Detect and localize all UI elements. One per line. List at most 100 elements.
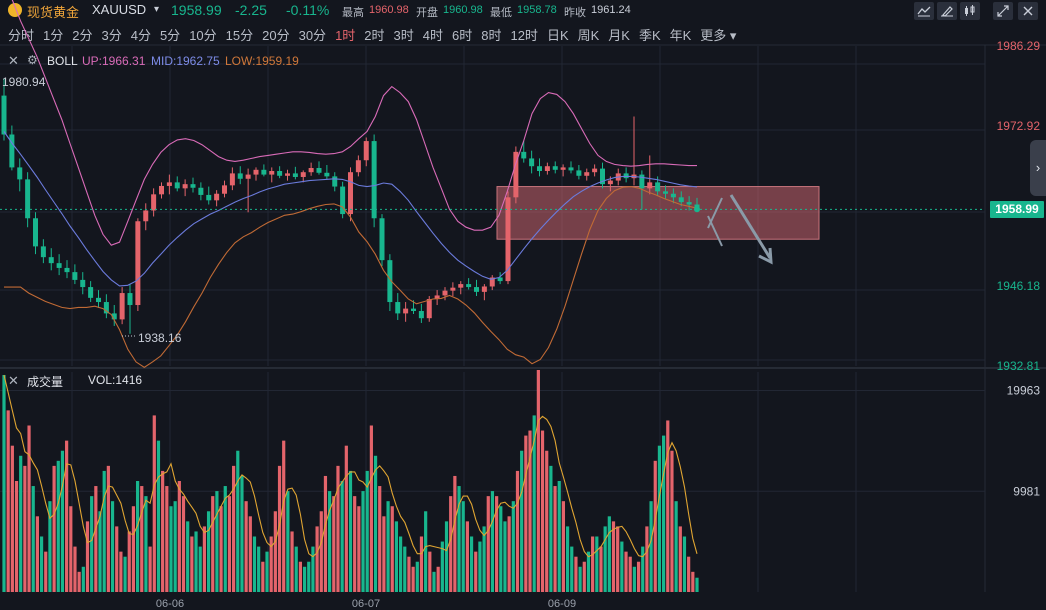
last-price-dot xyxy=(694,206,700,213)
close-boll-icon[interactable]: ✕ xyxy=(8,53,19,68)
chevron-down-icon[interactable]: ▾ xyxy=(154,4,160,15)
period-tab-5[interactable]: 5分 xyxy=(159,28,181,43)
period-tab-8[interactable]: 20分 xyxy=(262,28,290,43)
volume-bar-18 xyxy=(77,571,81,592)
volume-bar-60 xyxy=(252,536,257,592)
price-axis-label-0: 1986.29 xyxy=(997,39,1041,53)
volume-bar-166 xyxy=(695,577,699,592)
candle-body-83 xyxy=(655,182,661,192)
boll-low-value: LOW:1959.19 xyxy=(225,54,299,68)
period-tab-15[interactable]: 8时 xyxy=(481,28,502,43)
candle-body-33 xyxy=(261,169,267,175)
period-tabs: 分时 1分 2分 3分 4分 5分 10分 15分 20分 30分 1时 2时 3时 4时 6时 8时 12时日… xyxy=(0,23,1046,43)
candle-body-79 xyxy=(623,173,629,179)
volume-bar-5 xyxy=(23,465,27,592)
period-tab-9[interactable]: 30分 xyxy=(298,28,327,43)
period-tab-16[interactable]: 12时 xyxy=(510,28,538,43)
open-label: 开盘 xyxy=(416,7,438,19)
candle-body-3 xyxy=(25,179,31,219)
candle-body-24 xyxy=(190,184,196,188)
candle-body-72 xyxy=(568,167,574,171)
volume-bar-99 xyxy=(415,561,419,592)
period-tab-13[interactable]: 4时 xyxy=(422,28,443,43)
volume-bar-59 xyxy=(248,516,252,592)
candle-body-45 xyxy=(355,160,361,173)
down-trend-arrow xyxy=(729,194,772,259)
period-tab-10[interactable]: 1时 xyxy=(335,28,356,43)
period-tab-11[interactable]: 2时 xyxy=(364,28,385,43)
volume-bar-131 xyxy=(549,465,553,592)
period-tab-17[interactable]: 日K xyxy=(546,28,569,43)
candle-body-26 xyxy=(206,194,212,201)
volume-bar-124 xyxy=(520,450,524,592)
current-price-tag: 1958.99 xyxy=(990,200,1044,218)
candle-body-64 xyxy=(505,197,511,282)
period-tab-1[interactable]: 1分 xyxy=(43,28,64,43)
volume-bar-21 xyxy=(90,496,94,592)
volume-bar-125 xyxy=(524,435,528,592)
volume-bar-31 xyxy=(131,506,136,592)
min-price-marker: 1938.16 xyxy=(138,331,182,345)
volume-bar-163 xyxy=(682,536,687,592)
period-tab-12[interactable]: 3时 xyxy=(393,28,414,43)
period-tab-22[interactable]: 更多 ▾ xyxy=(700,28,737,43)
period-tab-21[interactable]: 年K xyxy=(669,28,692,43)
volume-bar-83 xyxy=(348,470,353,592)
candle-body-70 xyxy=(552,166,558,170)
period-tab-6[interactable]: 10分 xyxy=(189,28,217,43)
volume-bar-144 xyxy=(603,526,607,592)
candle-body-61 xyxy=(481,286,487,292)
instrument-name[interactable]: 现货黄金 xyxy=(27,5,80,20)
candle-body-10 xyxy=(80,279,86,288)
symbol-selector[interactable]: XAUUSD xyxy=(92,2,147,17)
volume-bar-112 xyxy=(469,536,474,592)
period-tab-7[interactable]: 15分 xyxy=(225,28,254,43)
period-tab-14[interactable]: 6时 xyxy=(452,28,473,43)
price-axis-label-3: 1946.18 xyxy=(997,279,1041,293)
candle-body-75 xyxy=(592,168,598,173)
period-tab-18[interactable]: 周K xyxy=(577,28,600,43)
period-tab-4[interactable]: 4分 xyxy=(130,28,151,43)
volume-bar-23 xyxy=(98,511,102,592)
boll-settings-gear-icon[interactable]: ⚙ xyxy=(27,53,38,67)
panel-expand-chevron-icon[interactable]: › xyxy=(1030,140,1046,196)
draw-pen-icon[interactable] xyxy=(937,2,957,20)
volume-bar-42 xyxy=(177,481,181,592)
volume-bar-86 xyxy=(361,491,365,592)
period-tab-3[interactable]: 3分 xyxy=(101,28,122,43)
volume-bar-32 xyxy=(135,481,140,592)
candle-body-21 xyxy=(166,182,172,186)
candle-body-29 xyxy=(229,173,235,186)
volume-bar-121 xyxy=(507,516,511,592)
candle-body-35 xyxy=(277,170,283,176)
volume-bar-156 xyxy=(653,460,657,592)
period-tab-19[interactable]: 月K xyxy=(608,28,630,43)
volume-bar-106 xyxy=(444,521,449,592)
volume-bar-90 xyxy=(378,486,382,592)
volume-bar-16 xyxy=(69,506,73,592)
period-tab-0[interactable]: 分时 xyxy=(8,28,35,43)
candle-body-37 xyxy=(292,173,298,177)
candle-body-18 xyxy=(143,210,149,222)
candle-body-63 xyxy=(497,277,503,282)
volume-bar-33 xyxy=(140,486,144,592)
close-volume-icon[interactable]: ✕ xyxy=(8,373,19,388)
volume-bar-107 xyxy=(449,496,453,592)
volume-bar-72 xyxy=(302,566,307,592)
boll-mid-value: MID:1962.75 xyxy=(151,54,220,68)
candle-body-87 xyxy=(686,202,692,205)
volume-bar-52 xyxy=(219,506,223,592)
candle-body-69 xyxy=(544,166,550,171)
volume-bar-84 xyxy=(353,496,357,592)
candle-style-icon[interactable] xyxy=(960,2,980,20)
close-icon[interactable] xyxy=(1018,2,1038,20)
volume-bar-4 xyxy=(19,455,23,592)
fullscreen-icon[interactable] xyxy=(993,2,1013,20)
volume-bar-78 xyxy=(328,491,332,592)
indicator-icon[interactable] xyxy=(914,2,934,20)
period-tab-20[interactable]: 季K xyxy=(638,28,661,43)
candle-body-27 xyxy=(214,193,220,201)
period-tab-2[interactable]: 2分 xyxy=(72,28,93,43)
candle-body-15 xyxy=(119,293,125,320)
